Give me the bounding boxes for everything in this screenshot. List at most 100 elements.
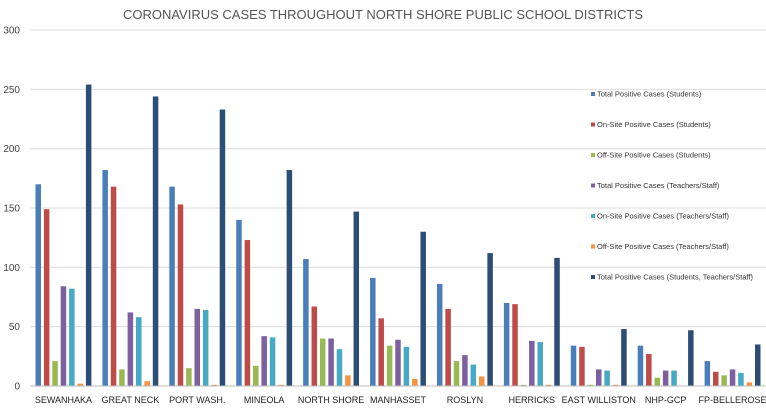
bar xyxy=(102,170,108,386)
chart-title: CORONAVIRUS CASES THROUGHOUT NORTH SHORE… xyxy=(123,7,643,22)
bar xyxy=(244,240,251,386)
y-tick-label: 150 xyxy=(3,204,20,215)
gridlines xyxy=(30,29,766,328)
bars xyxy=(35,84,761,386)
bar xyxy=(604,370,610,386)
bar xyxy=(395,339,401,386)
bar xyxy=(69,288,75,386)
bar xyxy=(211,384,217,386)
bar xyxy=(537,342,543,386)
bar xyxy=(60,286,67,386)
bar xyxy=(35,184,41,386)
bar xyxy=(738,372,744,386)
bar xyxy=(52,361,58,386)
legend-label: Total Positive Cases (Students, Teachers… xyxy=(597,273,754,282)
legend-label: Off-Site Positive Cases (Teachers/Staff) xyxy=(597,242,729,251)
x-tick-label: EAST WILLISTON xyxy=(562,395,636,405)
bar xyxy=(587,384,594,386)
y-axis-ticks: 0 50 100 150 200 250 300 xyxy=(3,26,20,393)
bar xyxy=(512,304,518,386)
bar xyxy=(194,308,201,386)
bar xyxy=(136,317,142,386)
x-tick-label: SEWANHAKA xyxy=(35,395,92,405)
bar xyxy=(646,353,652,386)
bar xyxy=(303,259,309,386)
bar xyxy=(570,345,577,386)
bar xyxy=(445,308,451,386)
bar xyxy=(721,375,727,386)
x-tick-label: NHP-GCP xyxy=(645,395,687,405)
bar xyxy=(595,369,602,386)
bar xyxy=(621,329,627,386)
y-tick-label: 100 xyxy=(3,263,20,274)
bar xyxy=(119,369,125,386)
bar xyxy=(319,338,326,386)
bar xyxy=(378,318,384,386)
bar xyxy=(545,384,552,386)
bar xyxy=(336,349,343,386)
x-tick-label: HERRICKS xyxy=(509,395,556,405)
bar xyxy=(345,375,351,386)
bar xyxy=(662,370,669,386)
legend-swatch xyxy=(591,153,595,157)
bar xyxy=(85,84,92,386)
x-tick-label: ROSLYN xyxy=(447,395,483,405)
bar xyxy=(470,364,477,386)
bar xyxy=(529,340,535,386)
legend: Total Positive Cases (Students) On-Site P… xyxy=(591,90,754,282)
y-tick-label: 50 xyxy=(9,322,21,333)
bar xyxy=(386,345,393,386)
legend-swatch xyxy=(591,183,595,188)
bar xyxy=(370,278,376,386)
bar xyxy=(286,170,293,386)
bar xyxy=(278,384,284,386)
legend-swatch xyxy=(591,122,595,127)
bar xyxy=(612,384,619,386)
bar xyxy=(236,219,242,386)
x-tick-label: PORT WASH. xyxy=(169,395,225,405)
bar xyxy=(412,378,418,386)
bar xyxy=(554,257,560,386)
y-tick-label: 250 xyxy=(3,85,20,96)
x-tick-label: MANHASSET xyxy=(370,395,427,405)
legend-label: On-Site Positive Cases (Teachers/Staff) xyxy=(597,212,729,221)
bar xyxy=(487,253,493,386)
bar xyxy=(420,231,426,386)
x-tick-label: MINEOLA xyxy=(244,395,285,405)
bar xyxy=(478,376,485,386)
bar xyxy=(755,344,761,386)
bar xyxy=(261,336,267,386)
bar xyxy=(169,186,175,386)
x-axis-ticks: SEWANHAKA GREAT NECK PORT WASH. MINEOLA NORT… xyxy=(35,395,766,405)
bar xyxy=(127,312,134,386)
legend-label: Off-Site Positive Cases (Students) xyxy=(597,151,711,160)
bar xyxy=(77,383,83,386)
y-tick-label: 0 xyxy=(14,382,20,393)
legend-swatch xyxy=(591,244,595,249)
bar xyxy=(403,346,410,386)
bar xyxy=(671,370,677,386)
bar xyxy=(311,306,318,386)
bar xyxy=(713,371,719,386)
legend-label: Total Positive Cases (Teachers/Staff) xyxy=(597,181,720,190)
bar xyxy=(654,377,660,386)
bar xyxy=(144,381,150,386)
bar xyxy=(453,361,460,386)
bar xyxy=(110,186,117,386)
bar xyxy=(729,369,736,386)
bar xyxy=(637,345,644,386)
bar xyxy=(503,302,510,386)
bar xyxy=(269,337,276,386)
bar xyxy=(746,382,753,386)
legend-label: Total Positive Cases (Students) xyxy=(597,90,702,99)
bar xyxy=(202,310,209,386)
bar xyxy=(328,338,334,386)
bar xyxy=(704,361,711,386)
legend-swatch xyxy=(591,214,595,218)
bar xyxy=(462,355,468,386)
bar xyxy=(177,204,184,386)
y-tick-label: 300 xyxy=(3,26,20,37)
legend-label: On-Site Positive Cases (Students) xyxy=(597,120,711,129)
